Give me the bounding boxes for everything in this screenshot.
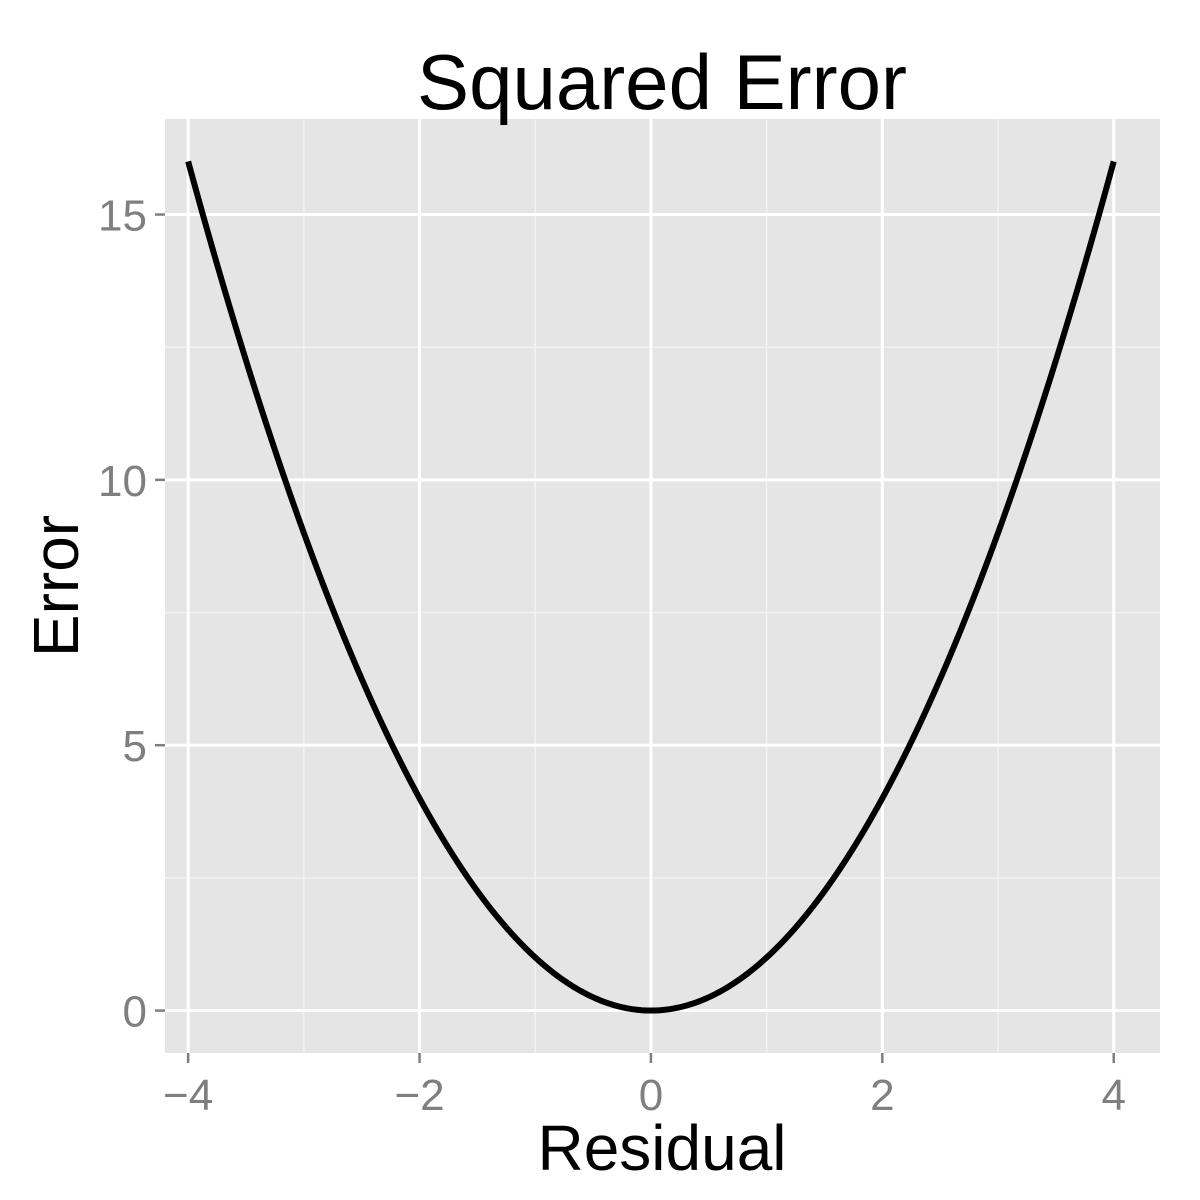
x-tick-label-3: 2 [870, 1071, 894, 1120]
x-tick-label-4: 4 [1101, 1071, 1125, 1120]
x-tick-label-1: −2 [394, 1071, 444, 1120]
x-tick-label-0: −4 [163, 1071, 213, 1120]
y-tick-label-0: 0 [123, 988, 147, 1037]
minor-grid [165, 119, 1160, 1053]
y-axis: 0 5 10 15 [98, 192, 165, 1037]
x-tick-label-2: 0 [639, 1071, 663, 1120]
plot-panel [165, 119, 1160, 1053]
y-tick-label-2: 10 [98, 457, 147, 506]
y-tick-label-3: 15 [98, 192, 147, 241]
chart-title: Squared Error [417, 38, 907, 126]
x-axis: −4 −2 0 2 4 [163, 1053, 1126, 1120]
series-line [185, 160, 1117, 1014]
x-axis-title: Residual [537, 1112, 786, 1184]
y-axis-title: Error [20, 515, 92, 657]
y-tick-label-1: 5 [123, 722, 147, 771]
